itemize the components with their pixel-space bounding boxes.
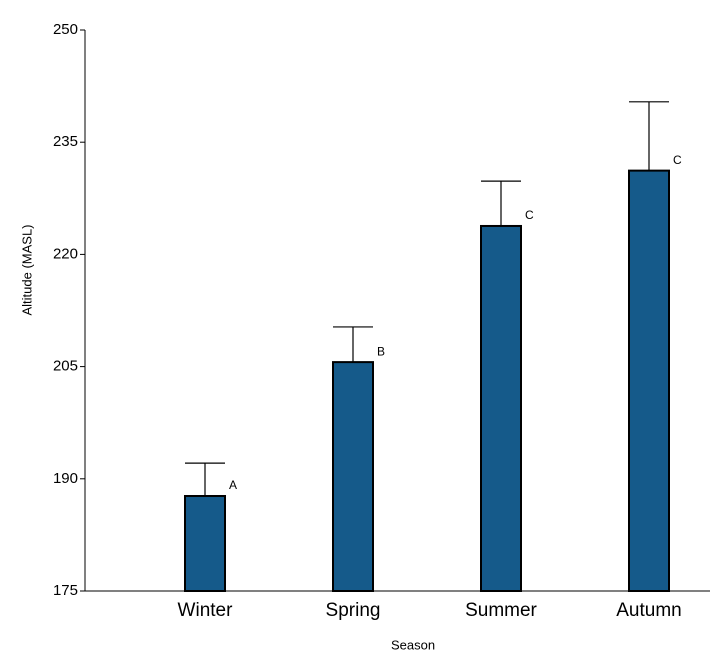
bar — [628, 169, 670, 592]
y-tick-label: 220 — [53, 245, 78, 262]
x-tick-label: Autumn — [616, 600, 681, 621]
y-tick-label: 235 — [53, 133, 78, 150]
y-axis-title: Altitude (MASL) — [19, 224, 34, 315]
bar-annotation: C — [673, 153, 682, 167]
x-tick-label: Winter — [178, 600, 234, 621]
y-tick-label: 190 — [53, 470, 78, 487]
x-axis-title: Season — [391, 637, 435, 652]
y-tick-label: 250 — [53, 21, 78, 38]
x-tick-label: Spring — [326, 600, 381, 621]
bar-annotation: C — [525, 208, 534, 222]
x-tick-label: Summer — [465, 600, 537, 621]
bar-annotation: B — [377, 344, 385, 358]
bar — [480, 224, 522, 592]
y-tick-label: 205 — [53, 358, 78, 375]
y-tick-label: 175 — [53, 582, 78, 599]
bar — [184, 495, 226, 592]
bar — [332, 361, 374, 592]
bar-annotation: A — [229, 478, 237, 492]
